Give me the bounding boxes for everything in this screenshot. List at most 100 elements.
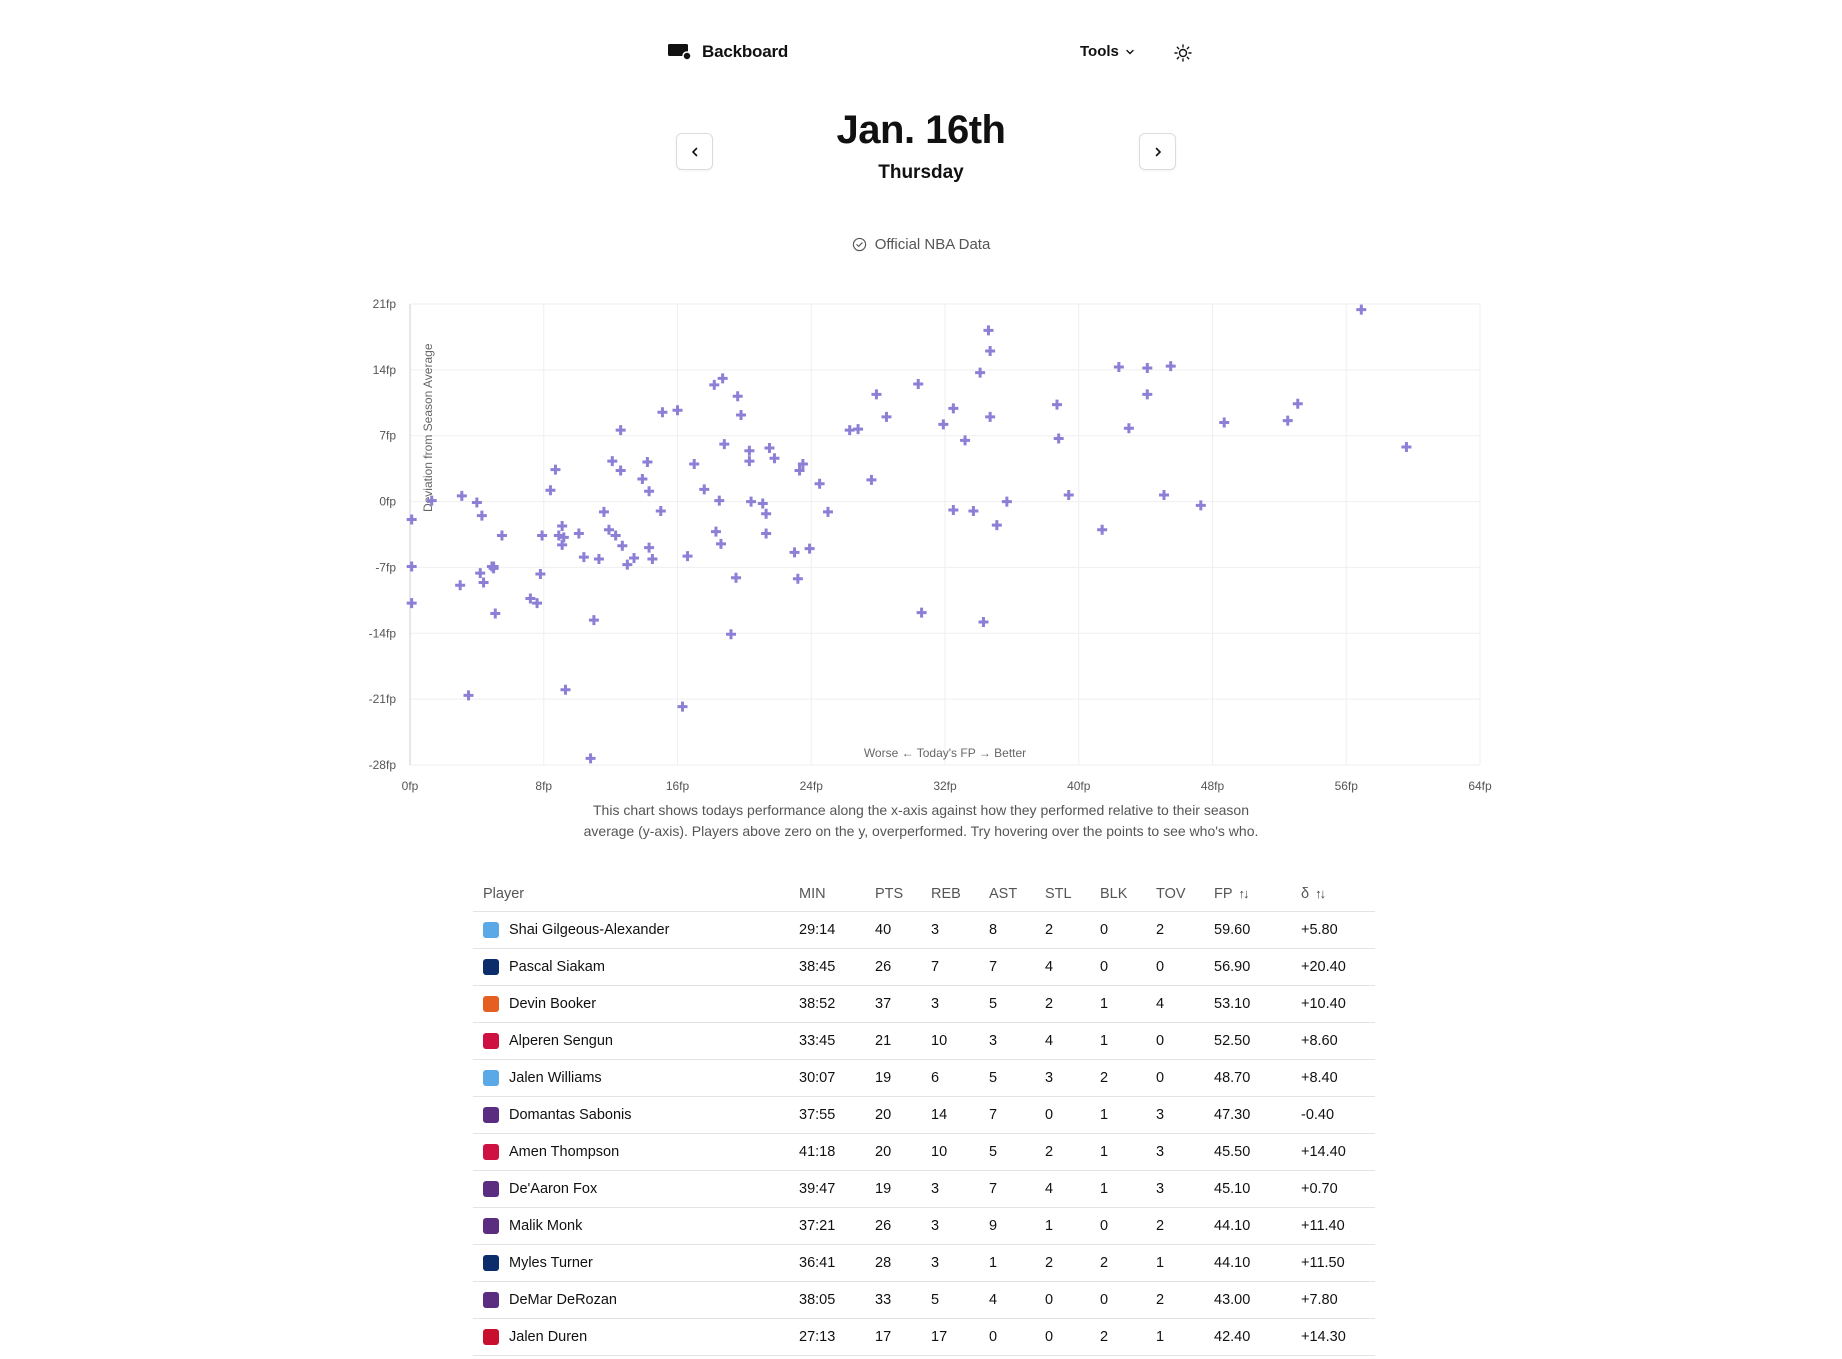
table-row[interactable]: Alperen Sengun 33:45 21 10 3 4 1 0 52.50 +8.60 bbox=[473, 1022, 1375, 1060]
reb-cell: 6 bbox=[931, 1059, 989, 1097]
data-point bbox=[1113, 362, 1124, 373]
previous-day-button[interactable] bbox=[676, 133, 713, 170]
data-point bbox=[757, 498, 768, 509]
weekday-label: Thursday bbox=[878, 162, 964, 183]
data-point bbox=[1165, 361, 1176, 372]
y-axis-label: Deviation from Season Average bbox=[421, 343, 435, 512]
tov-cell: 3 bbox=[1156, 1170, 1214, 1208]
blk-cell: 2 bbox=[1100, 1059, 1156, 1097]
player-name: Alperen Sengun bbox=[509, 1033, 613, 1049]
y-tick-label: -14fp bbox=[369, 626, 397, 640]
y-tick-label: -7fp bbox=[375, 560, 396, 574]
stl-cell: 2 bbox=[1045, 1244, 1100, 1282]
data-point bbox=[792, 573, 803, 584]
table-row[interactable]: Myles Turner 36:41 28 3 1 2 2 1 44.10 +11.50 bbox=[473, 1244, 1375, 1282]
data-point bbox=[769, 453, 780, 464]
column-header-delta[interactable]: δ ↑↓ bbox=[1301, 876, 1375, 912]
reb-cell: 5 bbox=[931, 1281, 989, 1319]
tov-cell: 2 bbox=[1156, 1207, 1214, 1245]
data-point bbox=[455, 580, 466, 591]
data-point bbox=[545, 485, 556, 496]
y-tick-label: 7fp bbox=[379, 429, 396, 443]
data-point bbox=[983, 325, 994, 336]
fp-deviation-scatter-chart: 0fp 8fp 16fp 24fp 32fp 40fp 48fp 56fp 64fp 21fp 14… bbox=[369, 297, 1492, 793]
pts-cell: 37 bbox=[875, 985, 931, 1023]
data-point bbox=[960, 435, 971, 446]
brand-link[interactable]: Backboard bbox=[668, 42, 788, 62]
data-point bbox=[744, 445, 755, 456]
fp-cell: 53.10 bbox=[1214, 985, 1301, 1023]
table-row[interactable]: Malik Monk 37:21 26 3 9 1 0 2 44.10 +11.40 bbox=[473, 1207, 1375, 1245]
ind-logo-icon bbox=[483, 959, 499, 975]
delta-cell: +14.30 bbox=[1301, 1318, 1375, 1356]
data-point bbox=[490, 608, 501, 619]
data-point bbox=[550, 464, 561, 475]
delta-cell: +8.60 bbox=[1301, 1022, 1375, 1060]
data-point bbox=[853, 424, 864, 435]
stl-cell: 4 bbox=[1045, 948, 1100, 986]
data-point bbox=[588, 615, 599, 626]
next-day-button[interactable] bbox=[1139, 133, 1176, 170]
data-point bbox=[709, 379, 720, 390]
data-point bbox=[689, 458, 700, 469]
theme-toggle-button[interactable] bbox=[1172, 42, 1194, 64]
data-point bbox=[881, 411, 892, 422]
tools-menu[interactable]: Tools bbox=[1080, 43, 1135, 60]
okc-logo-icon bbox=[483, 1070, 499, 1086]
reb-cell: 7 bbox=[931, 948, 989, 986]
player-name: De'Aaron Fox bbox=[509, 1181, 598, 1197]
player-name: Domantas Sabonis bbox=[509, 1107, 632, 1123]
data-point bbox=[948, 403, 959, 414]
column-header-fp[interactable]: FP ↑↓ bbox=[1214, 876, 1301, 912]
column-header-blk: BLK bbox=[1100, 876, 1156, 912]
sac-logo-icon bbox=[483, 1292, 499, 1308]
table-row[interactable]: Domantas Sabonis 37:55 20 14 7 0 1 3 47.30 -0.40 bbox=[473, 1096, 1375, 1134]
blk-cell: 1 bbox=[1100, 1133, 1156, 1171]
reb-cell: 3 bbox=[931, 985, 989, 1023]
player-cell: Jalen Williams bbox=[473, 1059, 799, 1097]
fp-header-label: FP bbox=[1214, 885, 1233, 902]
fp-cell: 42.40 bbox=[1214, 1318, 1301, 1356]
data-point bbox=[717, 373, 728, 384]
stl-cell: 4 bbox=[1045, 1170, 1100, 1208]
data-point bbox=[557, 539, 568, 550]
data-point bbox=[593, 553, 604, 564]
reb-cell: 3 bbox=[931, 1170, 989, 1208]
stl-cell: 0 bbox=[1045, 1281, 1100, 1319]
fp-cell: 44.10 bbox=[1214, 1244, 1301, 1282]
table-row[interactable]: Pascal Siakam 38:45 26 7 7 4 0 0 56.90 +20.40 bbox=[473, 948, 1375, 986]
data-point bbox=[991, 520, 1002, 531]
ast-cell: 0 bbox=[989, 1318, 1045, 1356]
min-cell: 33:45 bbox=[799, 1022, 875, 1060]
sac-logo-icon bbox=[483, 1218, 499, 1234]
player-cell: DeMar DeRozan bbox=[473, 1281, 799, 1319]
date-title: Jan. 16th bbox=[836, 108, 1006, 152]
official-data-badge: Official NBA Data bbox=[0, 236, 1842, 253]
pts-cell: 28 bbox=[875, 1244, 931, 1282]
min-cell: 29:14 bbox=[799, 911, 875, 949]
x-tick-label: 16fp bbox=[666, 779, 690, 793]
table-row[interactable]: De'Aaron Fox 39:47 19 3 7 4 1 3 45.10 +0.70 bbox=[473, 1170, 1375, 1208]
table-row[interactable]: Amen Thompson 41:18 20 10 5 2 1 3 45.50 +14.40 bbox=[473, 1133, 1375, 1171]
player-cell: Devin Booker bbox=[473, 985, 799, 1023]
check-circle-icon bbox=[852, 237, 866, 252]
data-point bbox=[761, 508, 772, 519]
player-name: Jalen Williams bbox=[509, 1070, 602, 1086]
table-row[interactable]: DeMar DeRozan 38:05 33 5 4 0 0 2 43.00 +7.80 bbox=[473, 1281, 1375, 1319]
table-row[interactable]: Jalen Duren 27:13 17 17 0 0 2 1 42.40 +14.30 bbox=[473, 1318, 1375, 1356]
table-row[interactable]: Jalen Williams 30:07 19 6 5 3 2 0 48.70 +8.40 bbox=[473, 1059, 1375, 1097]
data-point bbox=[1195, 500, 1206, 511]
chevron-down-icon bbox=[1126, 49, 1134, 54]
chevron-right-icon bbox=[1155, 147, 1161, 156]
fp-cell: 44.10 bbox=[1214, 1207, 1301, 1245]
pts-cell: 33 bbox=[875, 1281, 931, 1319]
data-point bbox=[719, 439, 730, 450]
data-point bbox=[657, 407, 668, 418]
data-point bbox=[1292, 398, 1303, 409]
table-row[interactable]: Devin Booker 38:52 37 3 5 2 1 4 53.10 +10.40 bbox=[473, 985, 1375, 1023]
data-point bbox=[557, 521, 568, 532]
table-row[interactable]: Shai Gilgeous-Alexander 29:14 40 3 8 2 0 2 59.60… bbox=[473, 911, 1375, 949]
player-name: Devin Booker bbox=[509, 996, 597, 1012]
data-point bbox=[603, 524, 614, 535]
data-point bbox=[655, 505, 666, 516]
